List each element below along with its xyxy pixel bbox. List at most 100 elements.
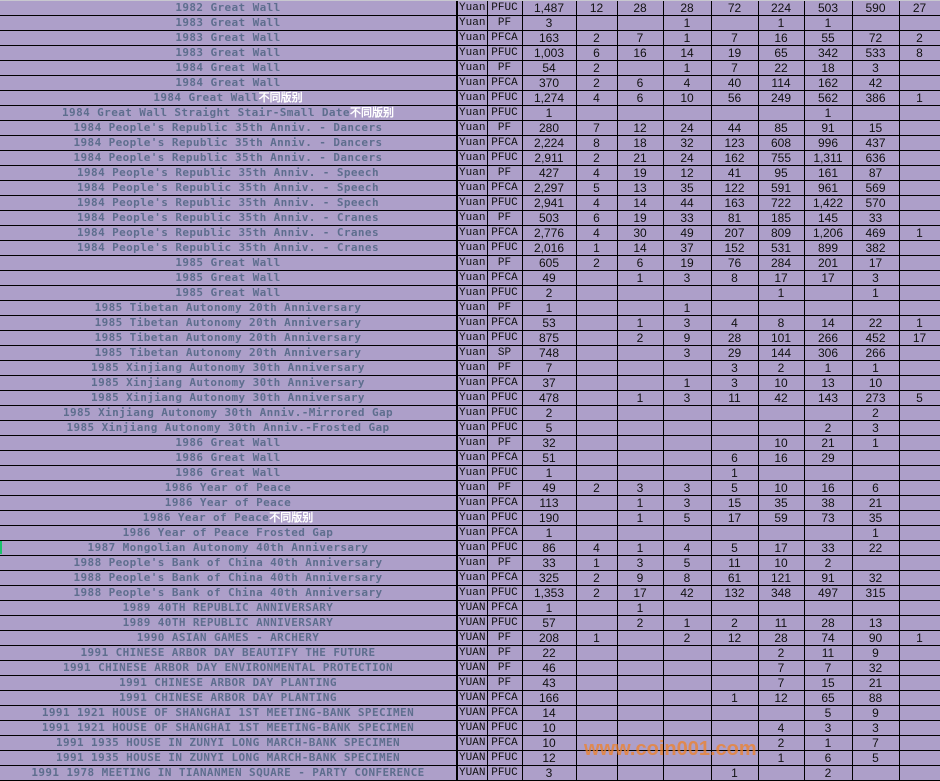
cell-count[interactable]: 5 [852, 750, 900, 766]
cell-count[interactable]: 33 [804, 540, 853, 556]
cell-count[interactable]: 1 [852, 285, 900, 301]
cell-currency[interactable]: YUAN [457, 750, 488, 766]
cell-count[interactable]: 35 [663, 180, 712, 196]
cell-count[interactable] [663, 105, 712, 121]
cell-count[interactable]: 10 [758, 375, 805, 391]
cell-total[interactable]: 53 [522, 315, 577, 331]
cell-count[interactable] [899, 600, 940, 616]
cell-count[interactable]: 3 [852, 60, 900, 76]
cell-description[interactable]: 1985 Great Wall [0, 255, 458, 271]
cell-count[interactable]: 55 [804, 30, 853, 46]
cell-total[interactable]: 208 [522, 630, 577, 646]
cell-currency[interactable]: Yuan [457, 540, 488, 556]
cell-count[interactable]: 1 [576, 555, 618, 571]
cell-total[interactable]: 43 [522, 675, 577, 691]
cell-count[interactable] [576, 330, 618, 346]
cell-count[interactable]: 1 [804, 105, 853, 121]
cell-count[interactable] [663, 285, 712, 301]
cell-count[interactable]: 899 [804, 240, 853, 256]
cell-count[interactable]: 3 [711, 375, 759, 391]
cell-count[interactable] [617, 705, 664, 721]
cell-count[interactable] [711, 285, 759, 301]
cell-description[interactable]: 1984 People's Republic 35th Anniv. - Cra… [0, 225, 458, 241]
cell-count[interactable] [576, 315, 618, 331]
cell-count[interactable] [711, 435, 759, 451]
cell-count[interactable]: 1 [758, 750, 805, 766]
cell-count[interactable]: 163 [711, 195, 759, 211]
cell-count[interactable] [899, 405, 940, 421]
cell-grade[interactable]: PFCA [487, 135, 523, 151]
cell-count[interactable]: 145 [804, 210, 853, 226]
cell-total[interactable]: 12 [522, 750, 577, 766]
cell-grade[interactable]: PFUC [487, 195, 523, 211]
cell-count[interactable] [617, 435, 664, 451]
cell-count[interactable]: 9 [852, 705, 900, 721]
cell-count[interactable]: 6 [617, 75, 664, 91]
cell-count[interactable] [576, 360, 618, 376]
cell-count[interactable]: 185 [758, 210, 805, 226]
cell-count[interactable]: 11 [804, 645, 853, 661]
cell-count[interactable]: 28 [663, 1, 712, 16]
cell-count[interactable]: 249 [758, 90, 805, 106]
cell-count[interactable]: 7 [852, 735, 900, 751]
cell-currency[interactable]: Yuan [457, 15, 488, 31]
cell-grade[interactable]: PFCA [487, 180, 523, 196]
cell-count[interactable]: 91 [804, 120, 853, 136]
cell-count[interactable]: 2 [576, 480, 618, 496]
cell-count[interactable]: 315 [852, 585, 900, 601]
cell-count[interactable] [758, 705, 805, 721]
cell-count[interactable]: 65 [758, 45, 805, 61]
cell-currency[interactable]: Yuan [457, 30, 488, 46]
cell-total[interactable]: 22 [522, 645, 577, 661]
cell-count[interactable] [663, 360, 712, 376]
cell-count[interactable] [899, 240, 940, 256]
cell-currency[interactable]: Yuan [457, 210, 488, 226]
cell-description[interactable]: 1985 Xinjiang Autonomy 30th Anniversary [0, 390, 458, 406]
cell-count[interactable]: 44 [663, 195, 712, 211]
cell-count[interactable]: 16 [804, 480, 853, 496]
cell-count[interactable]: 17 [758, 270, 805, 286]
cell-currency[interactable]: Yuan [457, 405, 488, 421]
cell-grade[interactable]: PFUC [487, 105, 523, 121]
cell-count[interactable]: 72 [711, 1, 759, 16]
cell-description[interactable]: 1985 Tibetan Autonomy 20th Anniversary [0, 315, 458, 331]
cell-count[interactable] [899, 495, 940, 511]
cell-count[interactable] [576, 495, 618, 511]
cell-count[interactable] [899, 765, 940, 781]
cell-description[interactable]: 1986 Year of Peace不同版别 [0, 510, 458, 526]
cell-description[interactable]: 1990 ASIAN GAMES - ARCHERY [0, 630, 458, 646]
cell-count[interactable]: 996 [804, 135, 853, 151]
cell-currency[interactable]: YUAN [457, 675, 488, 691]
cell-description[interactable]: 1986 Year of Peace Frosted Gap [0, 525, 458, 541]
cell-count[interactable]: 11 [711, 555, 759, 571]
cell-count[interactable]: 14 [663, 45, 712, 61]
cell-currency[interactable]: Yuan [457, 585, 488, 601]
cell-count[interactable] [711, 705, 759, 721]
cell-description[interactable]: 1983 Great Wall [0, 15, 458, 31]
cell-count[interactable] [711, 675, 759, 691]
cell-count[interactable] [899, 645, 940, 661]
cell-count[interactable]: 19 [663, 255, 712, 271]
cell-count[interactable]: 1 [852, 360, 900, 376]
cell-grade[interactable]: PFUC [487, 765, 523, 781]
cell-currency[interactable]: YUAN [457, 660, 488, 676]
cell-currency[interactable]: Yuan [457, 45, 488, 61]
cell-currency[interactable]: Yuan [457, 285, 488, 301]
cell-total[interactable]: 113 [522, 495, 577, 511]
cell-count[interactable] [899, 165, 940, 181]
cell-count[interactable] [899, 285, 940, 301]
cell-description[interactable]: 1986 Year of Peace [0, 480, 458, 496]
cell-count[interactable]: 10 [758, 480, 805, 496]
cell-count[interactable]: 3 [852, 270, 900, 286]
cell-grade[interactable]: PFCA [487, 690, 523, 706]
cell-count[interactable] [617, 420, 664, 436]
cell-count[interactable]: 386 [852, 90, 900, 106]
cell-grade[interactable]: PFUC [487, 540, 523, 556]
cell-count[interactable] [899, 135, 940, 151]
cell-total[interactable]: 32 [522, 435, 577, 451]
cell-count[interactable] [576, 510, 618, 526]
cell-count[interactable] [899, 210, 940, 226]
cell-count[interactable]: 13 [852, 615, 900, 631]
cell-total[interactable]: 503 [522, 210, 577, 226]
cell-count[interactable]: 121 [758, 570, 805, 586]
